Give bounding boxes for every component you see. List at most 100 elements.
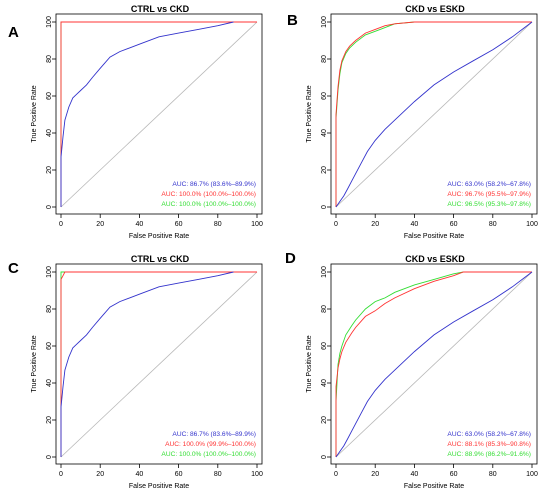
y-tick-label: 80 — [321, 305, 328, 313]
y-tick-label: 0 — [321, 205, 328, 209]
x-tick-label: 20 — [96, 221, 104, 228]
x-tick-label: 100 — [251, 471, 263, 478]
x-tick-label: 0 — [334, 471, 338, 478]
x-tick-label: 100 — [251, 221, 263, 228]
x-axis-label: False Positive Rate — [404, 233, 464, 240]
x-tick-label: 40 — [136, 471, 144, 478]
y-tick-label: 20 — [46, 416, 53, 424]
y-tick-label: 40 — [46, 379, 53, 387]
x-axis-label: False Positive Rate — [129, 483, 189, 490]
legend-entry: AUC: 63.0% (58.2%–67.8%) — [447, 431, 531, 438]
y-tick-label: 100 — [46, 266, 53, 278]
x-tick-label: 40 — [136, 221, 144, 228]
reference-diagonal — [60, 21, 258, 208]
x-tick-label: 20 — [371, 471, 379, 478]
x-tick-label: 60 — [175, 471, 183, 478]
panel-c: C CTRL vs CKD 0 20 40 60 80 100 0 20 40 60 80 100 Fa… — [0, 250, 275, 500]
roc-curve-series-1 — [60, 21, 234, 207]
roc-chart-b: 0 20 40 60 80 100 0 20 40 60 80 100 False Positive R… — [306, 13, 538, 240]
y-tick-label: 60 — [321, 92, 328, 100]
x-axis-label: False Positive Rate — [129, 233, 189, 240]
x-tick-label: 20 — [371, 221, 379, 228]
chart-title: CKD vs ESKD — [405, 254, 465, 264]
x-tick-label: 60 — [450, 221, 458, 228]
y-tick-label: 20 — [321, 166, 328, 174]
y-tick-label: 0 — [46, 455, 53, 459]
y-tick-label: 100 — [321, 16, 328, 28]
chart-title: CKD vs ESKD — [405, 4, 465, 14]
roc-curve-series-2 — [60, 271, 257, 457]
y-tick-label: 60 — [46, 92, 53, 100]
y-tick-label: 80 — [46, 55, 53, 63]
roc-curve-series-2 — [60, 21, 257, 207]
y-tick-label: 0 — [321, 455, 328, 459]
x-tick-label: 100 — [526, 471, 538, 478]
roc-curve-series-3 — [335, 271, 532, 457]
legend-entry: AUC: 86.7% (83.6%–89.9%) — [172, 431, 256, 438]
y-tick-label: 20 — [321, 416, 328, 424]
roc-curve-series-1 — [60, 271, 234, 457]
legend-entry: AUC: 96.7% (95.5%–97.9%) — [447, 191, 531, 198]
legend-entry: AUC: 88.9% (86.2%–91.6%) — [447, 451, 531, 458]
panel-d: D CKD vs ESKD 0 20 40 60 80 100 0 20 40 60 80 100 Fa… — [275, 250, 550, 500]
y-tick-label: 40 — [46, 129, 53, 137]
chart-title: CTRL vs CKD — [130, 254, 190, 264]
y-axis-label: True Positive Rate — [31, 85, 38, 142]
x-tick-label: 0 — [59, 471, 63, 478]
roc-curve-series-2 — [335, 271, 532, 457]
x-tick-label: 40 — [411, 471, 419, 478]
chart-title: CTRL vs CKD — [130, 4, 190, 14]
plot-frame — [330, 13, 538, 215]
x-tick-label: 80 — [489, 221, 497, 228]
y-tick-label: 100 — [321, 266, 328, 278]
x-tick-label: 60 — [175, 221, 183, 228]
roc-curve-series-1 — [335, 271, 533, 458]
x-tick-label: 0 — [334, 221, 338, 228]
legend-entry: AUC: 63.0% (58.2%–67.8%) — [447, 181, 531, 188]
panel-label: C — [8, 260, 19, 277]
panel-label: B — [287, 12, 298, 29]
y-tick-label: 100 — [46, 16, 53, 28]
y-tick-label: 40 — [321, 129, 328, 137]
x-tick-label: 20 — [96, 471, 104, 478]
panel-label: D — [285, 250, 296, 267]
y-axis-label: True Positive Rate — [31, 335, 38, 392]
roc-chart-a: 0 20 40 60 80 100 0 20 40 60 80 100 False Positive R… — [31, 13, 263, 240]
plot-frame — [55, 13, 263, 215]
x-tick-label: 80 — [214, 471, 222, 478]
legend-entry: AUC: 100.0% (99.9%–100.0%) — [165, 441, 256, 448]
roc-curve-series-1 — [335, 21, 533, 208]
x-tick-label: 60 — [450, 471, 458, 478]
x-tick-label: 40 — [411, 221, 419, 228]
legend-entry: AUC: 100.0% (100.0%–100.0%) — [161, 201, 256, 208]
panel-b: B CKD vs ESKD 0 20 40 60 80 100 0 20 40 60 80 100 Fa… — [275, 0, 550, 250]
panel-label: A — [8, 24, 19, 41]
y-tick-label: 40 — [321, 379, 328, 387]
x-axis-label: False Positive Rate — [404, 483, 464, 490]
x-tick-label: 100 — [526, 221, 538, 228]
panel-a: A CTRL vs CKD 0 20 40 60 80 100 0 20 40 60 80 100 Fa… — [0, 0, 275, 250]
reference-diagonal — [60, 271, 258, 458]
y-tick-label: 80 — [46, 305, 53, 313]
y-tick-label: 60 — [46, 342, 53, 350]
plot-frame — [55, 263, 263, 465]
legend-entry: AUC: 86.7% (83.6%–89.9%) — [172, 181, 256, 188]
y-tick-label: 20 — [46, 166, 53, 174]
legend-entry: AUC: 100.0% (100.0%–100.0%) — [161, 191, 256, 198]
reference-diagonal — [335, 21, 533, 208]
roc-curve-series-2 — [335, 21, 532, 207]
legend-entry: AUC: 96.5% (95.3%–97.8%) — [447, 201, 531, 208]
y-tick-label: 60 — [321, 342, 328, 350]
x-tick-label: 80 — [214, 221, 222, 228]
roc-chart-c: 0 20 40 60 80 100 0 20 40 60 80 100 False Positive R… — [31, 263, 263, 490]
y-axis-label: True Positive Rate — [306, 335, 313, 392]
legend-entry: AUC: 88.1% (85.3%–90.8%) — [447, 441, 531, 448]
y-tick-label: 0 — [46, 205, 53, 209]
plot-frame — [330, 263, 538, 465]
x-tick-label: 0 — [59, 221, 63, 228]
y-axis-label: True Positive Rate — [306, 85, 313, 142]
y-tick-label: 80 — [321, 55, 328, 63]
legend-entry: AUC: 100.0% (100.0%–100.0%) — [161, 451, 256, 458]
reference-diagonal — [335, 271, 533, 458]
roc-chart-d: 0 20 40 60 80 100 0 20 40 60 80 100 False Positive R… — [306, 263, 538, 490]
